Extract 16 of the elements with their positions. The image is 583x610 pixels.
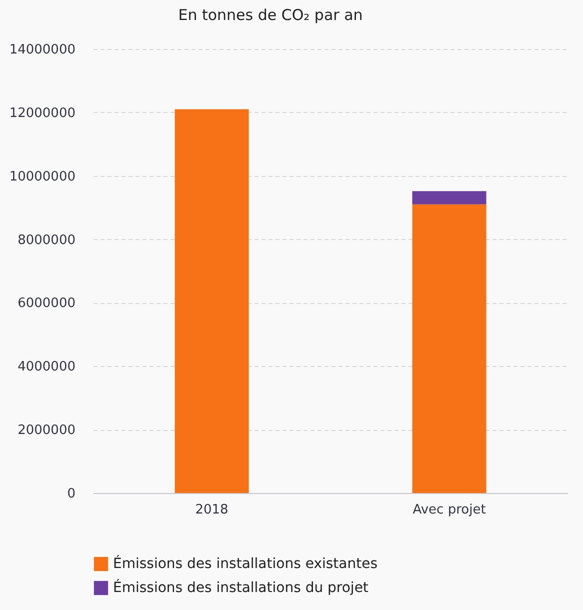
y-tick-label: 12000000 — [9, 106, 76, 121]
bar — [174, 109, 249, 493]
x-tick-label: 2018 — [195, 502, 228, 518]
chart-subtitle: En tonnes de CO₂ par an — [178, 6, 363, 24]
legend-label: Émissions des installations existantes — [113, 555, 378, 572]
y-tick-label: 8000000 — [18, 232, 76, 248]
y-tick-label: 6000000 — [18, 296, 76, 312]
y-tick-label: 4000000 — [18, 360, 76, 375]
legend-label: Émissions des installations du projet — [113, 579, 369, 596]
y-tick-label: 2000000 — [18, 423, 76, 438]
y-tick-label: 0 — [67, 486, 76, 502]
bar — [412, 204, 486, 493]
bar — [412, 191, 486, 204]
y-tick-label: 14000000 — [9, 42, 76, 58]
y-tick-label: 10000000 — [9, 169, 76, 184]
x-tick-label: Avec projet — [412, 502, 486, 518]
